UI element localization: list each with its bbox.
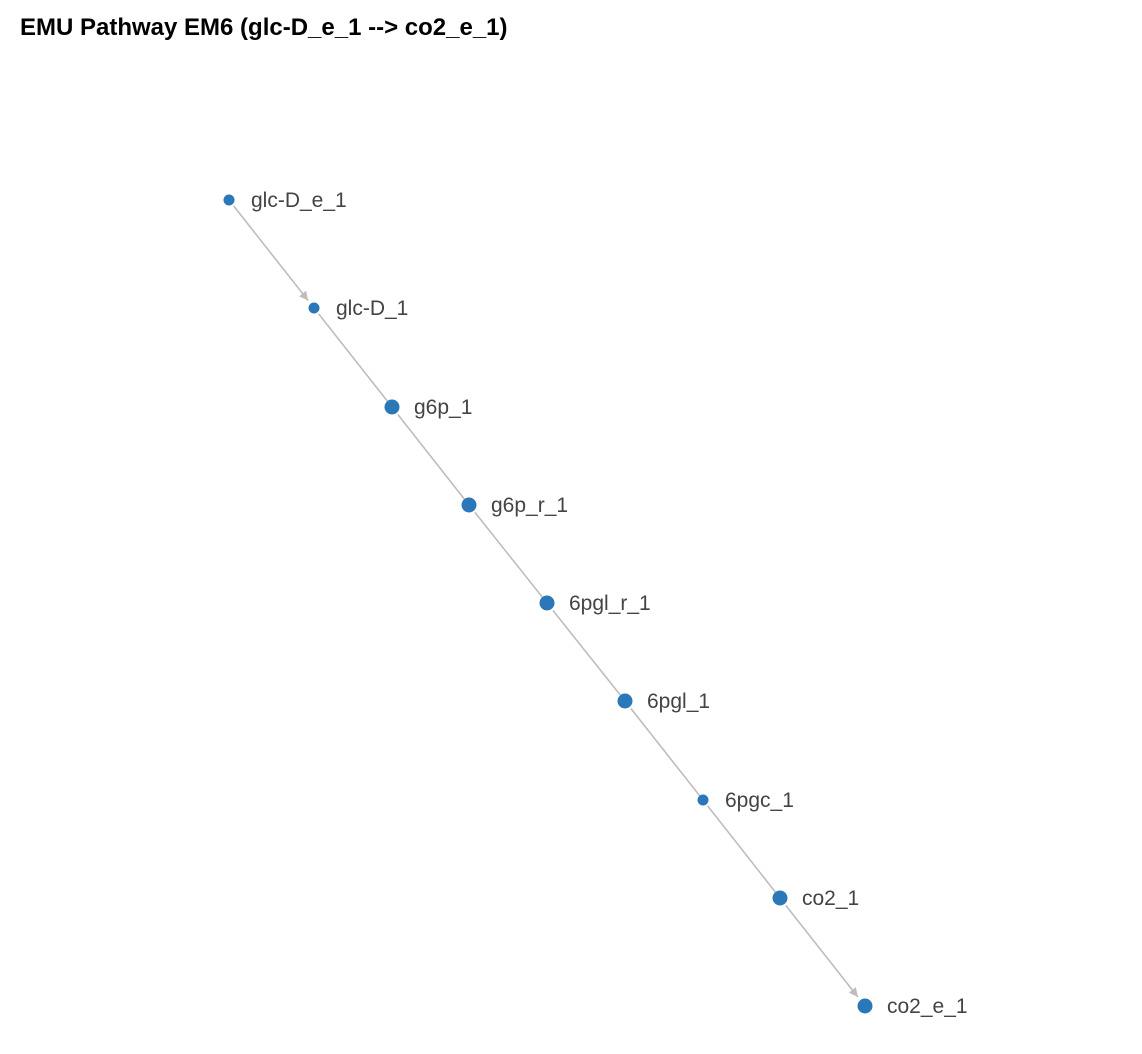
node-g6p_r_1[interactable]: g6p_r_1: [461, 494, 569, 517]
node-g6p_1[interactable]: g6p_1: [384, 396, 473, 419]
node-6pgl_r_1[interactable]: 6pgl_r_1: [539, 592, 651, 615]
node-label: glc-D_1: [336, 297, 408, 320]
node-co2_e_1[interactable]: co2_e_1: [857, 995, 968, 1018]
node-glc-D_e_1[interactable]: glc-D_e_1: [223, 189, 347, 212]
node-circle[interactable]: [461, 497, 477, 513]
node-6pgc_1[interactable]: 6pgc_1: [697, 789, 794, 812]
edge-co2_1-to-co2_e_1: [785, 904, 859, 998]
node-circle[interactable]: [697, 794, 709, 806]
edge-glc-D_1-to-g6p_1: [318, 313, 388, 402]
edge-6pgc_1-to-co2_1: [707, 805, 776, 893]
node-circle[interactable]: [223, 194, 235, 206]
edge-glc-D_e_1-to-glc-D_1: [233, 205, 309, 302]
edge-g6p_1-to-g6p_r_1: [397, 413, 465, 500]
node-circle[interactable]: [384, 399, 400, 415]
node-co2_1[interactable]: co2_1: [772, 887, 860, 910]
node-circle[interactable]: [539, 595, 555, 611]
node-circle[interactable]: [772, 890, 788, 906]
node-circle[interactable]: [617, 693, 633, 709]
node-label: g6p_1: [414, 396, 472, 419]
node-6pgl_1[interactable]: 6pgl_1: [617, 690, 711, 713]
node-label: co2_1: [802, 887, 859, 910]
edges-layer: [233, 205, 859, 998]
nodes-layer: glc-D_e_1 glc-D_1 g6p_1 g6p_r_1 6pgl_r_1 6pgl…: [223, 189, 968, 1018]
node-label: 6pgl_1: [647, 690, 710, 713]
edge-6pgl_1-to-6pgc_1: [630, 707, 701, 797]
node-label: co2_e_1: [887, 995, 968, 1018]
node-label: g6p_r_1: [491, 494, 568, 517]
edge-6pgl_r_1-to-6pgl_1: [552, 609, 621, 696]
node-label: glc-D_e_1: [251, 189, 347, 212]
node-label: 6pgc_1: [725, 789, 794, 812]
node-circle[interactable]: [308, 302, 320, 314]
page-title: EMU Pathway EM6 (glc-D_e_1 --> co2_e_1): [20, 14, 508, 41]
node-circle[interactable]: [857, 998, 873, 1014]
node-glc-D_1[interactable]: glc-D_1: [308, 297, 409, 320]
node-label: 6pgl_r_1: [569, 592, 651, 615]
edge-g6p_r_1-to-6pgl_r_1: [474, 511, 543, 598]
